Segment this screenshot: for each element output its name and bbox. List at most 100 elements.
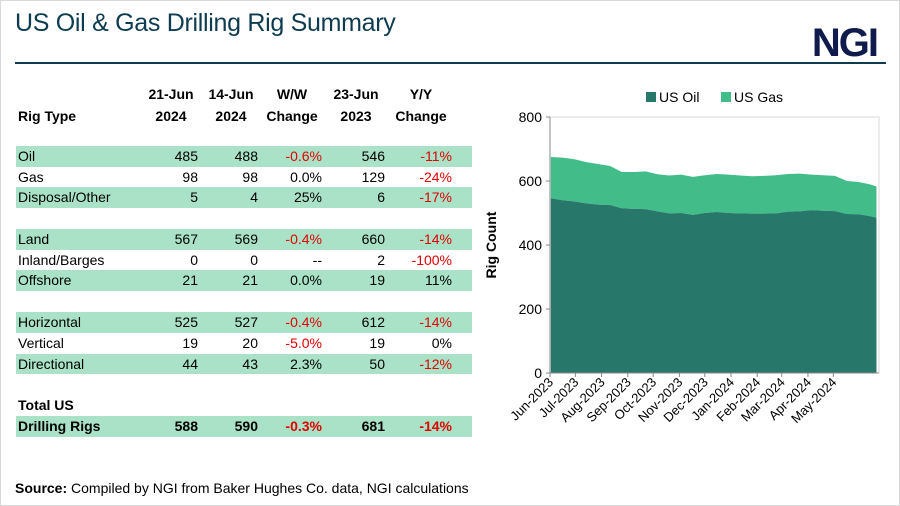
- prior-week-count: 98: [242, 168, 258, 185]
- week-change: -0.3%: [285, 417, 322, 434]
- week-change: -0.4%: [285, 231, 322, 248]
- header-yy-l1: Y/Y: [409, 86, 433, 102]
- rig-type: Inland/Barges: [18, 251, 105, 268]
- prior-week-count: 590: [234, 417, 258, 434]
- prior-week-count: 20: [242, 334, 258, 351]
- year-change: 0%: [431, 334, 452, 351]
- year-ago-count: 2: [377, 251, 385, 268]
- year-ago-count: 129: [361, 168, 385, 185]
- legend-swatch-gas: [721, 92, 731, 102]
- us-oil-area: [550, 198, 877, 373]
- rig-type: Land: [18, 231, 50, 248]
- source-note: Source: Compiled by NGI from Baker Hughe…: [15, 480, 469, 496]
- current-count: 21: [182, 272, 198, 289]
- source-label: Source:: [15, 480, 68, 496]
- week-change: 2.3%: [290, 355, 322, 372]
- year-change: 11%: [425, 272, 452, 289]
- year-ago-count: 546: [361, 148, 385, 164]
- week-change: 0.0%: [290, 168, 322, 185]
- y-axis-label: Rig Count: [483, 211, 499, 278]
- year-ago-count: 19: [369, 334, 385, 351]
- header-rig-type: Rig Type: [18, 108, 77, 124]
- current-count: 485: [174, 148, 198, 164]
- table-row: Drilling Rigs 588 590 -0.3% 681 -14%: [16, 415, 472, 437]
- year-ago-count: 19: [369, 272, 385, 289]
- current-count: 19: [182, 334, 198, 351]
- table-row: Land 567 569 -0.4% 660 -14%: [16, 229, 472, 250]
- header-ww-l1: W/W: [276, 86, 308, 102]
- year-change: -100%: [411, 251, 452, 268]
- week-change: 0.0%: [290, 272, 322, 289]
- current-count: 98: [182, 168, 198, 185]
- rig-type: Disposal/Other: [18, 189, 111, 206]
- rig-type: Gas: [18, 168, 44, 185]
- ngi-logo: NGI: [811, 21, 879, 65]
- rig-count-chart: 0200400600800Jun-2023Jul-2023Aug-2023Sep…: [483, 89, 880, 426]
- total-label-row: Total US: [16, 395, 472, 416]
- rig-type: Offshore: [18, 272, 72, 289]
- year-change: -14%: [419, 417, 452, 434]
- year-change: -24%: [419, 168, 452, 185]
- y-tick-label: 200: [519, 301, 543, 317]
- prior-week-count: 4: [250, 189, 258, 206]
- header-cur-l1: 21-Jun: [148, 86, 194, 102]
- table-row: Disposal/Other 5 4 25% 6 -17%: [16, 187, 472, 209]
- header-prev-l2: 2024: [215, 108, 247, 124]
- week-change: -0.4%: [285, 314, 322, 331]
- current-count: 525: [174, 314, 198, 331]
- current-count: 44: [182, 355, 198, 372]
- spacer: [16, 374, 472, 395]
- year-change: -12%: [419, 355, 452, 372]
- prior-week-count: 21: [242, 272, 258, 289]
- year-ago-count: 50: [369, 355, 385, 372]
- y-tick-label: 0: [534, 365, 542, 381]
- legend-label: US Gas: [734, 89, 783, 105]
- week-change: 25%: [293, 189, 322, 206]
- year-ago-count: 681: [361, 417, 385, 434]
- year-change: -11%: [420, 148, 452, 164]
- source-text: Compiled by NGI from Baker Hughes Co. da…: [67, 480, 469, 496]
- current-count: 567: [174, 231, 198, 248]
- rig-summary-table: Rig Type 21-Jun 2024 14-Jun 2024 W/W Cha…: [16, 83, 472, 437]
- rig-type: Drilling Rigs: [18, 417, 101, 434]
- prior-week-count: 0: [250, 251, 258, 268]
- y-tick-label: 800: [519, 109, 543, 125]
- header-prev-l1: 14-Jun: [208, 86, 254, 102]
- year-ago-count: 612: [361, 314, 385, 331]
- header-yy-l2: Change: [395, 108, 447, 124]
- table-row: Horizontal 525 527 -0.4% 612 -14%: [16, 312, 472, 333]
- page-title: US Oil & Gas Drilling Rig Summary: [15, 9, 396, 37]
- spacer: [16, 291, 472, 312]
- table-row: Oil 485 488 -0.6% 546 -11%: [16, 146, 472, 167]
- year-ago-count: 660: [361, 231, 385, 248]
- week-change: -0.6%: [285, 148, 322, 164]
- prior-week-count: 488: [234, 148, 258, 164]
- year-ago-count: 6: [377, 189, 385, 206]
- rig-type: Directional: [18, 355, 85, 372]
- current-count: 5: [190, 189, 198, 206]
- y-tick-label: 400: [519, 237, 543, 253]
- legend-label: US Oil: [659, 89, 699, 105]
- table-row: Vertical 19 20 -5.0% 19 0%: [16, 333, 472, 354]
- title-divider: [15, 62, 886, 64]
- header-ya-l2: 2023: [340, 108, 372, 124]
- table-row: Gas 98 98 0.0% 129 -24%: [16, 167, 472, 188]
- table-row: Offshore 21 21 0.0% 19 11%: [16, 270, 472, 292]
- week-change: --: [312, 251, 322, 268]
- prior-week-count: 527: [234, 314, 258, 331]
- prior-week-count: 43: [242, 355, 258, 372]
- table-row: Directional 44 43 2.3% 50 -12%: [16, 353, 472, 375]
- week-change: -5.0%: [285, 334, 322, 351]
- table-row: Inland/Barges 0 0 -- 2 -100%: [16, 250, 472, 271]
- current-count: 588: [174, 417, 198, 434]
- rig-type: Vertical: [18, 334, 64, 351]
- prior-week-count: 569: [234, 231, 258, 248]
- current-count: 0: [190, 251, 198, 268]
- table-header: Rig Type 21-Jun 2024 14-Jun 2024 W/W Cha…: [16, 83, 472, 129]
- header-ww-l2: Change: [266, 108, 318, 124]
- year-change: -14%: [419, 231, 452, 248]
- rig-type: Oil: [18, 148, 36, 164]
- header-ya-l1: 23-Jun: [333, 86, 379, 102]
- year-change: -14%: [419, 314, 452, 331]
